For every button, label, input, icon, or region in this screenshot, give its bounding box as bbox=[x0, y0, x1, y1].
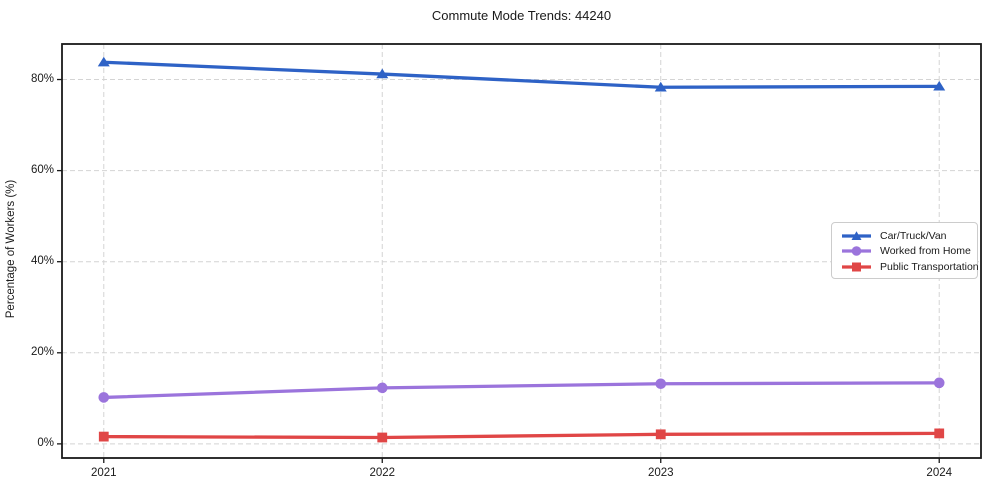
square-marker bbox=[98, 431, 109, 442]
series-marker-icon bbox=[842, 262, 871, 271]
circle-marker bbox=[98, 392, 110, 403]
series-marker-icon bbox=[842, 230, 871, 240]
triangle-marker-icon bbox=[851, 230, 862, 240]
legend: Car/Truck/Van Worked from Home Public Tr… bbox=[831, 222, 979, 279]
square-marker bbox=[655, 429, 666, 440]
x-tick-label: 2021 bbox=[90, 467, 117, 479]
square-marker-icon bbox=[852, 262, 861, 271]
legend-label: Car/Truck/Van bbox=[880, 229, 947, 242]
triangle-marker bbox=[654, 81, 667, 92]
legend-item: Car/Truck/Van bbox=[840, 228, 969, 243]
x-tick-label: 2023 bbox=[647, 467, 674, 479]
square-marker bbox=[377, 432, 388, 443]
legend-item: Public Transportation bbox=[840, 259, 979, 274]
x-tick-label: 2024 bbox=[926, 467, 953, 479]
x-tick-label: 2022 bbox=[369, 467, 396, 479]
series-line bbox=[102, 381, 941, 400]
series-line bbox=[102, 60, 941, 89]
triangle-marker bbox=[376, 68, 389, 79]
circle-marker bbox=[376, 382, 388, 394]
plot-spines bbox=[61, 43, 982, 459]
legend-label: Worked from Home bbox=[880, 245, 971, 257]
triangle-marker bbox=[933, 80, 946, 91]
series-marker-icon bbox=[842, 246, 871, 256]
y-tick-label: 80% bbox=[30, 72, 54, 85]
square-marker bbox=[934, 428, 945, 439]
legend-item: Worked from Home bbox=[840, 244, 971, 259]
y-tick-label: 0% bbox=[37, 436, 54, 449]
y-tick-label: 20% bbox=[30, 345, 54, 358]
circle-marker-icon bbox=[851, 246, 862, 256]
legend-label: Public Transportation bbox=[880, 260, 979, 273]
y-tick-label: 60% bbox=[30, 163, 54, 176]
triangle-marker bbox=[97, 56, 110, 67]
circle-marker bbox=[933, 377, 945, 389]
series-line bbox=[102, 431, 941, 440]
chart-title: Commute Mode Trends: 44240 bbox=[431, 8, 612, 23]
circle-marker bbox=[655, 378, 667, 390]
y-tick-label: 40% bbox=[30, 254, 54, 267]
